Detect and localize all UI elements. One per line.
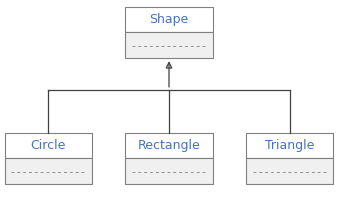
FancyBboxPatch shape [125,7,213,32]
FancyBboxPatch shape [246,158,333,184]
Text: Shape: Shape [149,13,189,26]
FancyBboxPatch shape [5,158,92,184]
FancyBboxPatch shape [246,133,333,158]
FancyBboxPatch shape [125,133,213,158]
Text: Rectangle: Rectangle [138,139,200,152]
FancyBboxPatch shape [125,32,213,58]
FancyBboxPatch shape [5,133,92,158]
Text: Circle: Circle [31,139,66,152]
Text: Triangle: Triangle [265,139,314,152]
FancyBboxPatch shape [125,158,213,184]
